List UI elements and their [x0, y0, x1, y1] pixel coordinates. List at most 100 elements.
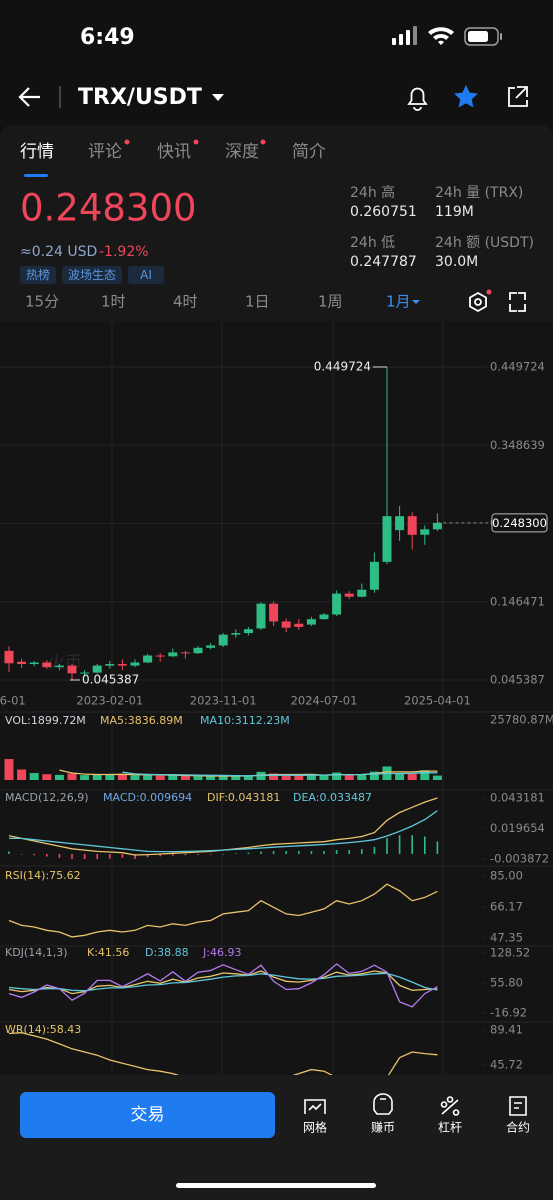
volume-bar: [269, 773, 279, 780]
tab[interactable]: 行情: [20, 142, 54, 162]
interval-dropdown: [412, 300, 420, 304]
candle-body: [395, 516, 405, 531]
favorite-icon[interactable]: [454, 85, 478, 108]
volume-bar: [332, 772, 342, 780]
candle-body: [420, 529, 430, 535]
macd-bar: [33, 853, 35, 856]
panel: 85.00 66.17 47.35 RSI(14):75.62: [5, 869, 523, 945]
pair-dropdown[interactable]: [212, 94, 224, 101]
volume-bar: [92, 774, 102, 780]
macd-bar: [235, 853, 237, 854]
interval[interactable]: 15分: [25, 293, 59, 311]
macd-bar: [272, 850, 275, 854]
macd-bar: [197, 853, 199, 855]
tags: 热榜 波场生态 AI: [20, 266, 164, 284]
pair-title[interactable]: TRX/USDT: [78, 85, 202, 110]
volume-bar: [80, 775, 90, 780]
candle-body: [67, 665, 77, 674]
x-tick-label: 2024-07-01: [291, 694, 358, 708]
volume-bar: [17, 769, 27, 780]
y-tick-label: 66.17: [490, 900, 523, 914]
candle-body: [54, 665, 64, 668]
volume-bar: [420, 770, 430, 780]
share-icon[interactable]: [508, 86, 528, 107]
back-button[interactable]: [18, 87, 40, 107]
stat-label: 24h 高: [350, 184, 395, 201]
macd-bar: [109, 853, 111, 859]
earn-icon[interactable]: [373, 1093, 393, 1115]
macd-bar: [436, 841, 439, 854]
tag[interactable]: 波场生态: [68, 268, 116, 282]
tabs: 行情 评论 快讯 深度 简介: [20, 139, 326, 177]
nav-label[interactable]: 合约: [506, 1120, 530, 1135]
tab[interactable]: 深度: [225, 142, 259, 162]
volume-bar: [281, 775, 291, 780]
macd-bar: [83, 853, 86, 860]
candle-body: [130, 662, 140, 666]
y-tick-label: -0.003872: [490, 852, 549, 866]
legend-entry: MA10:3112.23M: [200, 714, 290, 727]
bell-icon[interactable]: [407, 87, 428, 111]
macd-bar: [96, 853, 98, 860]
stat-value: 30.0M: [435, 254, 478, 270]
volume-bar: [155, 775, 165, 780]
trade-button-label[interactable]: 交易: [131, 1105, 165, 1125]
interval[interactable]: 1周: [318, 293, 343, 311]
volume-bar: [67, 773, 77, 780]
volume-bar: [193, 776, 203, 780]
y-tick-label: 55.80: [490, 976, 523, 990]
volume-bar: [143, 775, 153, 780]
last-price: 0.248300: [20, 187, 197, 230]
nav-label[interactable]: 网格: [303, 1120, 327, 1135]
last-price-box: [491, 513, 548, 533]
candle-body: [306, 619, 316, 625]
macd-bar: [285, 851, 287, 854]
indicator-line: [8, 970, 438, 995]
volume-bar: [344, 774, 354, 780]
status-time: 6:49: [80, 25, 135, 50]
tag-bg: [62, 266, 122, 284]
volume-bar: [243, 776, 253, 780]
panel: 25780.87M VOL:1899.72M MA5:3836.89M MA10:31…: [4, 713, 553, 780]
legend-entry: WR(14):58.43: [5, 1023, 81, 1036]
candle-body: [231, 633, 241, 635]
interval[interactable]: 1月: [386, 293, 411, 311]
tag[interactable]: 热榜: [26, 267, 50, 282]
candle-body: [117, 664, 127, 666]
y-tick-label: 0.043181: [490, 791, 545, 805]
grid-icon[interactable]: [304, 1099, 326, 1114]
macd-bar: [146, 853, 149, 858]
macd-bar: [424, 836, 426, 854]
interval[interactable]: 1日: [245, 293, 270, 311]
price-change: -1.92%: [99, 244, 149, 260]
tab[interactable]: 快讯: [157, 142, 191, 162]
tab[interactable]: 评论: [88, 142, 122, 162]
fullscreen-icon[interactable]: [509, 292, 526, 312]
tab-badge: [260, 139, 266, 145]
min-label: 0.045387: [82, 673, 139, 687]
y-tick-label: 0.019654: [490, 821, 545, 835]
y-tick-label: 128.52: [490, 946, 530, 960]
candle-body: [344, 593, 354, 597]
tag[interactable]: AI: [140, 268, 152, 282]
legend-entry: VOL:1899.72M: [5, 714, 86, 727]
stat-label: 24h 低: [350, 235, 395, 251]
nav-label[interactable]: 赚币: [371, 1120, 395, 1135]
futures-icon[interactable]: [509, 1096, 527, 1116]
nav-label[interactable]: 杠杆: [438, 1120, 462, 1135]
tab[interactable]: 简介: [292, 142, 326, 162]
legend-entry: MACD(12,26,9): [5, 791, 89, 804]
macd-bar: [310, 851, 313, 854]
y-tick-label: 0.146471: [490, 594, 545, 608]
interval[interactable]: 4时: [173, 293, 198, 311]
interval[interactable]: 1时: [101, 293, 126, 311]
macd-bar: [58, 853, 61, 858]
max-label: 0.449724: [314, 360, 371, 374]
trade-button[interactable]: [20, 1092, 275, 1138]
tag-bg: [20, 266, 56, 284]
margin-icon[interactable]: [440, 1096, 460, 1116]
macd-bar: [361, 849, 363, 854]
panel: 0.043181 0.019654 -0.003872 MACD(12,26,9) MA…: [5, 791, 549, 866]
y-tick-label: 47.35: [490, 931, 523, 945]
indicator-settings-icon[interactable]: [469, 289, 492, 313]
